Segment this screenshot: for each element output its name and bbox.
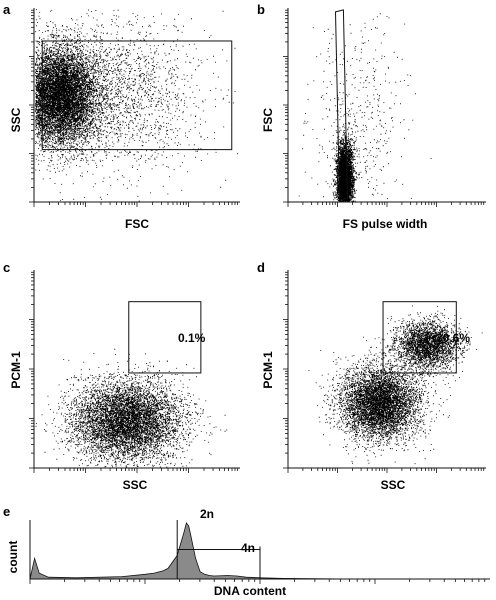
panel-letter-b: b (257, 2, 265, 17)
panel-d: d 30.6% PCM-1 SSC (257, 260, 486, 492)
panel-b-xlabel: FS pulse width (343, 217, 428, 231)
panel-letter-e: e (3, 504, 10, 519)
panel-d-axes (283, 270, 486, 473)
panel-e-peak-label-2n: 2n (200, 507, 214, 521)
panel-b-points (298, 13, 432, 202)
panel-c-axes (29, 270, 240, 473)
panel-c-ylabel: PCM-1 (9, 351, 23, 389)
panel-a-axes (29, 8, 240, 207)
panel-b-gate (334, 9, 348, 201)
panel-d-event-dots (308, 305, 483, 465)
panel-d-gate (382, 301, 457, 374)
panel-a-gate (41, 40, 233, 151)
panel-a-points (35, 9, 239, 202)
panel-d-gate-rect (382, 301, 457, 374)
panel-d-ylabel: PCM-1 (261, 351, 275, 389)
panel-a-xlabel: FSC (125, 217, 149, 231)
panel-c-gate (128, 301, 202, 374)
panel-d-gate-percent: 30.6% (436, 331, 470, 345)
panel-c-xlabel: SSC (123, 478, 148, 492)
panel-c-gate-rect (128, 301, 202, 374)
panel-e-ylabel: count (6, 541, 20, 574)
panel-e-axes (29, 520, 490, 584)
panel-c: c 0.1% PCM-1 SSC (3, 260, 240, 492)
panel-letter-c: c (3, 260, 10, 275)
panel-e-histogram-area (29, 522, 490, 580)
panel-a-gate-rect (41, 40, 233, 151)
panel-a-ylabel: SSC (9, 107, 23, 132)
panel-c-event-dots (35, 348, 228, 468)
panel-e-gate (176, 520, 261, 579)
panel-a-event-dots (35, 9, 239, 202)
panel-letter-a: a (3, 2, 11, 17)
panel-e-histogram (29, 522, 490, 580)
panel-d-xlabel: SSC (381, 478, 406, 492)
panel-b: b FSC FS pulse width (257, 2, 486, 231)
panel-b-ylabel: FSC (261, 108, 275, 132)
panel-c-gate-percent: 0.1% (178, 331, 206, 345)
panel-letter-d: d (257, 260, 265, 275)
panel-e-xlabel: DNA content (214, 584, 286, 598)
panel-b-axes (283, 8, 486, 207)
panel-c-points (35, 348, 228, 468)
panel-b-gate-polygon (334, 9, 348, 201)
panel-b-event-dots (298, 13, 432, 202)
panel-a: a SSC FSC (3, 2, 240, 231)
panel-e-peak-label-4n: 4n (241, 541, 255, 555)
panel-e: e 2n 4n count DNA content (3, 504, 490, 598)
panel-d-points (308, 305, 483, 465)
